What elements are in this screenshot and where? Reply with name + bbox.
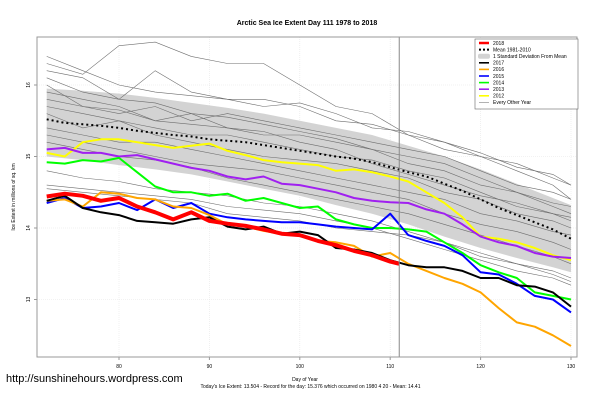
- chart-title: Arctic Sea Ice Extent Day 111 1978 to 20…: [237, 20, 378, 27]
- other-year-line: [46, 113, 572, 229]
- legend-label: 2015: [493, 74, 504, 80]
- y-axis: 13 14 15 16: [26, 82, 37, 302]
- x-tick-label: 100: [296, 364, 305, 370]
- series-line-2014: [46, 156, 572, 301]
- legend-label: 1 Standard Deviation From Mean: [493, 54, 567, 60]
- plot-frame: [36, 36, 578, 358]
- x-axis-label: Day of Year: [292, 377, 318, 383]
- y-tick-label: 15: [26, 154, 32, 160]
- x-tick-label: 120: [476, 364, 485, 370]
- x-tick-label: 130: [567, 364, 576, 370]
- legend-box: [474, 38, 579, 110]
- legend-label: 2013: [493, 87, 504, 93]
- other-year-line: [46, 184, 572, 286]
- legend-label: 2018: [493, 41, 504, 47]
- series-line-2017: [46, 194, 572, 308]
- y-tick-label: 13: [26, 297, 32, 303]
- mean-line: [46, 118, 572, 240]
- other-year-line: [46, 134, 572, 250]
- legend-label: 2016: [493, 67, 504, 73]
- legend-label: 2014: [493, 80, 504, 86]
- series-layer: [46, 138, 572, 347]
- other-year-line: [46, 170, 572, 282]
- series-line-2013: [46, 146, 572, 259]
- std-dev-band-layer: [46, 88, 571, 273]
- legend-swatch-band: [478, 53, 490, 59]
- legend-label: 2012: [493, 94, 504, 100]
- series-line-2015: [46, 197, 572, 314]
- other-years-layer: [46, 41, 572, 286]
- other-year-line: [46, 77, 572, 207]
- y-tick-label: 16: [26, 82, 32, 88]
- y-axis-label: Ice Extent in millions of sq. km: [11, 163, 17, 230]
- legend-label: 2017: [493, 61, 504, 67]
- other-year-line: [46, 99, 572, 218]
- other-year-line: [46, 84, 572, 200]
- x-tick-label: 110: [386, 364, 394, 370]
- summary-note: Today's Ice Extent: 13.504 - Record for …: [200, 384, 421, 390]
- x-tick-label: 80: [116, 364, 122, 370]
- other-year-line: [46, 141, 572, 265]
- std-dev-band: [46, 88, 571, 273]
- mean-layer: [46, 118, 572, 240]
- other-year-line: [46, 91, 572, 214]
- legend-label: Mean 1981-2010: [493, 47, 531, 53]
- source-url: http://sunshinehours.wordpress.com: [6, 373, 183, 385]
- x-tick-label: 90: [207, 364, 213, 370]
- other-year-line: [46, 70, 572, 186]
- y-tick-label: 14: [26, 225, 32, 231]
- series-line-2018: [46, 191, 400, 266]
- x-axis: 80 90 100 110 120 130: [116, 357, 575, 370]
- legend-label: Every Other Year: [493, 100, 531, 106]
- other-year-line: [46, 41, 572, 200]
